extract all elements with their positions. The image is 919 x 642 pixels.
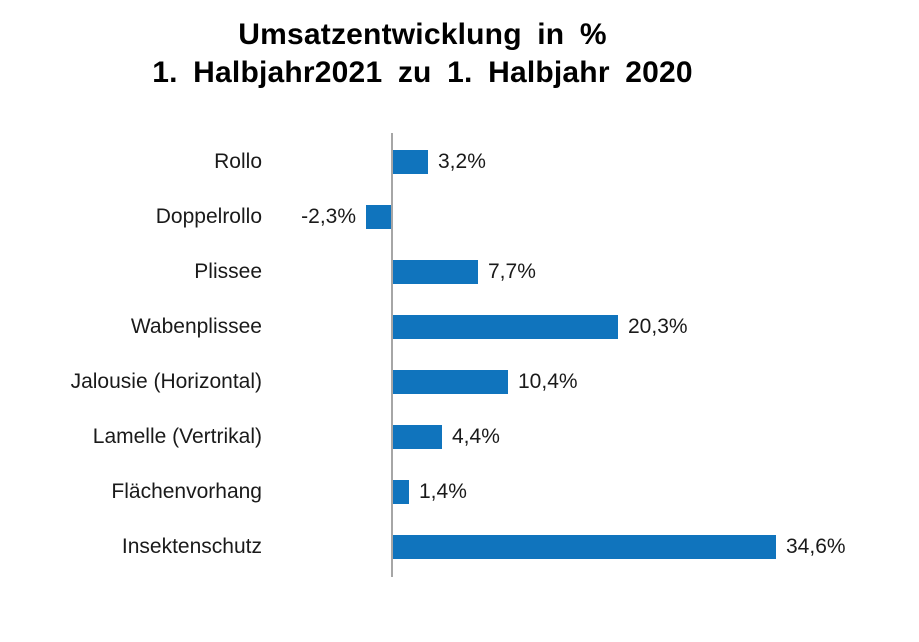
- category-label: Lamelle (Vertrikal): [92, 425, 262, 448]
- category-label: Plissee: [194, 260, 262, 283]
- bar: [393, 260, 478, 284]
- value-label: -2,3%: [301, 205, 356, 228]
- category-label: Wabenplissee: [130, 315, 262, 338]
- value-label: 3,2%: [438, 150, 486, 173]
- value-label: 1,4%: [419, 480, 467, 503]
- bar: [393, 425, 442, 449]
- category-label: Doppelrollo: [155, 205, 262, 228]
- category-label: Flächenvorhang: [111, 480, 262, 503]
- bar: [393, 315, 618, 339]
- bar: [393, 150, 428, 174]
- value-label: 34,6%: [786, 535, 846, 558]
- bar: [366, 205, 391, 229]
- chart-title: Umsatzentwicklung in % 1. Halbjahr2021 z…: [0, 16, 845, 92]
- category-label: Jalousie (Horizontal): [70, 370, 262, 393]
- category-label: Insektenschutz: [121, 535, 262, 558]
- bar: [393, 370, 508, 394]
- category-label: Rollo: [214, 150, 262, 173]
- value-label: 20,3%: [628, 315, 688, 338]
- chart-title-line1: Umsatzentwicklung in %: [238, 18, 607, 51]
- value-label: 4,4%: [452, 425, 500, 448]
- bar: [393, 480, 409, 504]
- bar: [393, 535, 776, 559]
- chart-title-line2: 1. Halbjahr2021 zu 1. Halbjahr 2020: [152, 56, 693, 89]
- value-label: 7,7%: [488, 260, 536, 283]
- y-axis-line: [391, 133, 393, 577]
- value-label: 10,4%: [518, 370, 578, 393]
